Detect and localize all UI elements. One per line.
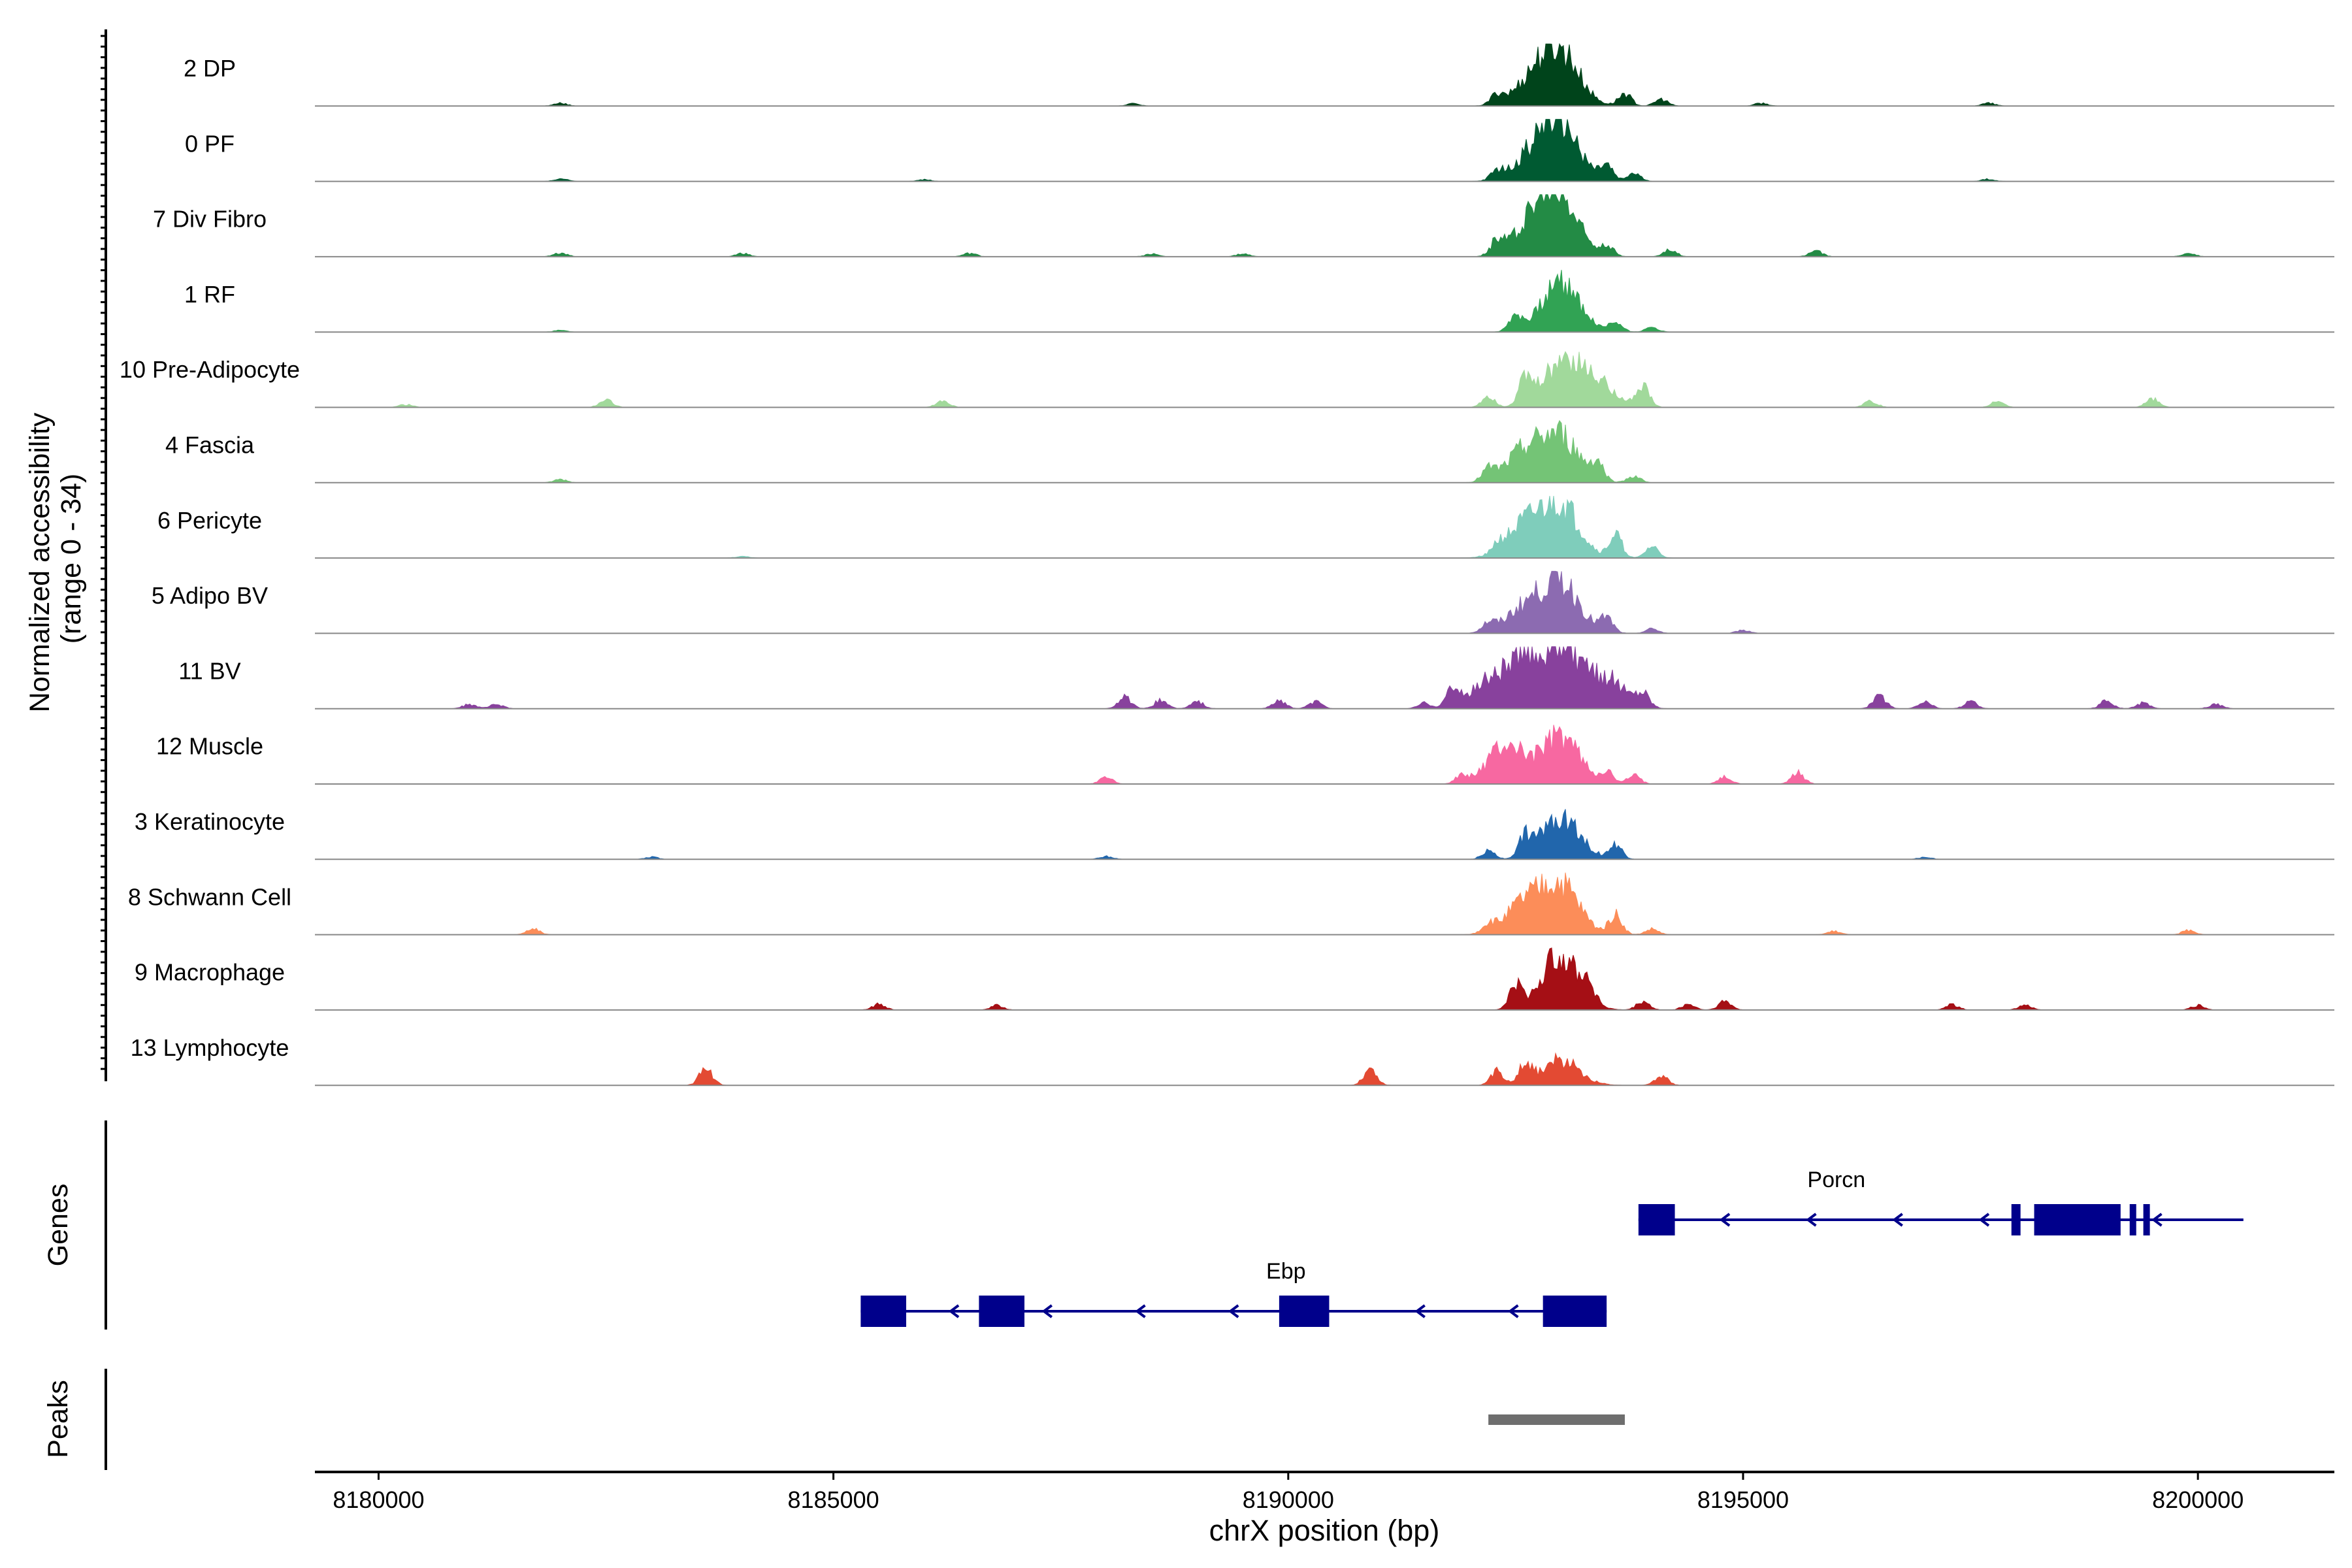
x-tick-label: 8200000 (2152, 1486, 2244, 1513)
strand-arrow (1135, 1304, 1146, 1318)
gene-exon (979, 1296, 1025, 1327)
track-5: 10 Pre-Adipocyte (120, 351, 2334, 408)
track-label: 2 DP (184, 55, 236, 82)
track-14: 13 Lymphocyte (131, 1034, 2334, 1086)
strand-arrow (1228, 1304, 1239, 1318)
track-label: 6 Pericyte (157, 507, 262, 534)
strand-arrow (1892, 1213, 1903, 1227)
y-axis-label-line-1: Normalized accessibility (24, 412, 56, 712)
coverage-signal (315, 809, 2334, 860)
coverage-signal (315, 42, 2334, 106)
coverage-y-ticks (101, 35, 106, 1070)
coverage-signal (315, 1052, 2334, 1086)
coverage-signal (315, 351, 2334, 408)
track-8: 5 Adipo BV (152, 570, 2334, 634)
track-11: 3 Keratinocyte (135, 808, 2334, 860)
strand-arrow (1978, 1213, 1990, 1227)
strand-arrow (1041, 1304, 1053, 1318)
gene-exon (1638, 1204, 1675, 1235)
gene-label: Ebp (1266, 1259, 1306, 1284)
gene-exon (1279, 1296, 1330, 1327)
gene-exon (2143, 1204, 2150, 1235)
track-label: 3 Keratinocyte (135, 808, 285, 835)
track-label: 8 Schwann Cell (128, 883, 291, 910)
coverage-signal (315, 270, 2334, 333)
x-tick-label: 8190000 (1243, 1486, 1334, 1513)
track-label: 7 Div Fibro (153, 206, 267, 233)
coverage-signal (315, 119, 2334, 182)
coverage-signal (315, 419, 2334, 483)
track-10: 12 Muscle (156, 725, 2334, 785)
coverage-signal (315, 947, 2334, 1011)
x-tick-label: 8195000 (1697, 1486, 1789, 1513)
x-axis: 8180000 8185000 8190000 8195000 8200000 chrX… (315, 1471, 2334, 1547)
gene-ebp: Ebp (860, 1259, 1607, 1327)
x-tick-label: 8185000 (788, 1486, 879, 1513)
strand-arrow (948, 1304, 960, 1318)
gene-models: Porcn Ebp (860, 1168, 2244, 1327)
track-label: 13 Lymphocyte (131, 1034, 289, 1061)
coverage-signal (315, 725, 2334, 785)
genes-panel: Genes Porcn Ebp (42, 1120, 2244, 1330)
peak-regions (1488, 1414, 1625, 1425)
strand-arrow (2151, 1213, 2163, 1227)
coverage-signal (315, 194, 2334, 257)
track-2: 0 PF (185, 119, 2334, 182)
gene-exon (2034, 1204, 2121, 1235)
gene-exon (1543, 1296, 1607, 1327)
peaks-panel-label: Peaks (42, 1380, 74, 1458)
track-label: 1 RF (184, 281, 235, 308)
gene-porcn: Porcn (1638, 1168, 2244, 1235)
track-label: 10 Pre-Adipocyte (120, 356, 300, 383)
track-label: 12 Muscle (156, 733, 263, 760)
track-label: 0 PF (185, 130, 235, 157)
track-label: 11 BV (178, 657, 240, 684)
track-12: 8 Schwann Cell (128, 872, 2334, 936)
peaks-panel: Peaks (42, 1369, 1625, 1470)
genes-panel-label: Genes (42, 1184, 74, 1267)
track-7: 6 Pericyte (157, 496, 2334, 559)
track-label: 5 Adipo BV (152, 582, 268, 609)
strand-arrow (1719, 1213, 1731, 1227)
strand-arrow (1414, 1304, 1426, 1318)
x-axis-label: chrX position (bp) (1209, 1514, 1440, 1547)
coverage-signal (315, 496, 2334, 559)
track-3: 7 Div Fibro (153, 194, 2334, 257)
coverage-signal (315, 872, 2334, 936)
gene-exon (2011, 1204, 2021, 1235)
y-axis-label: Normalized accessibility (range 0 - 34) (24, 405, 87, 713)
track-13: 9 Macrophage (135, 947, 2334, 1011)
track-1: 2 DP (184, 42, 2334, 107)
gene-exon (2129, 1204, 2136, 1235)
track-4: 1 RF (184, 270, 2334, 333)
coverage-panel: Normalized accessibility (range 0 - 34) … (24, 29, 2334, 1086)
strand-arrow (1806, 1213, 1817, 1227)
coverage-signal (315, 646, 2334, 710)
coverage-signal (315, 570, 2334, 634)
peak-region (1488, 1414, 1625, 1425)
x-ticks: 8180000 8185000 8190000 8195000 8200000 (333, 1472, 2244, 1513)
track-label: 4 Fascia (165, 432, 255, 459)
coverage-tracks: 2 DP 0 PF 7 Div Fibro 1 RF 10 Pre-Adipocyte 4… (120, 42, 2334, 1086)
x-tick-label: 8180000 (333, 1486, 424, 1513)
track-6: 4 Fascia (165, 419, 2334, 483)
gene-label: Porcn (1807, 1168, 1865, 1192)
y-axis-label-line-2: (range 0 - 34) (56, 474, 87, 644)
track-label: 9 Macrophage (135, 959, 285, 986)
track-9: 11 BV (178, 646, 2334, 710)
gene-exon (860, 1296, 907, 1327)
strand-arrow (1508, 1304, 1519, 1318)
